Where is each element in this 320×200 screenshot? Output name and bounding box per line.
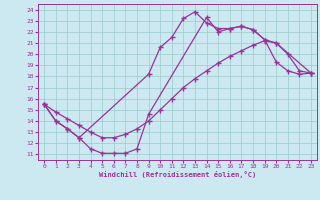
X-axis label: Windchill (Refroidissement éolien,°C): Windchill (Refroidissement éolien,°C): [99, 171, 256, 178]
